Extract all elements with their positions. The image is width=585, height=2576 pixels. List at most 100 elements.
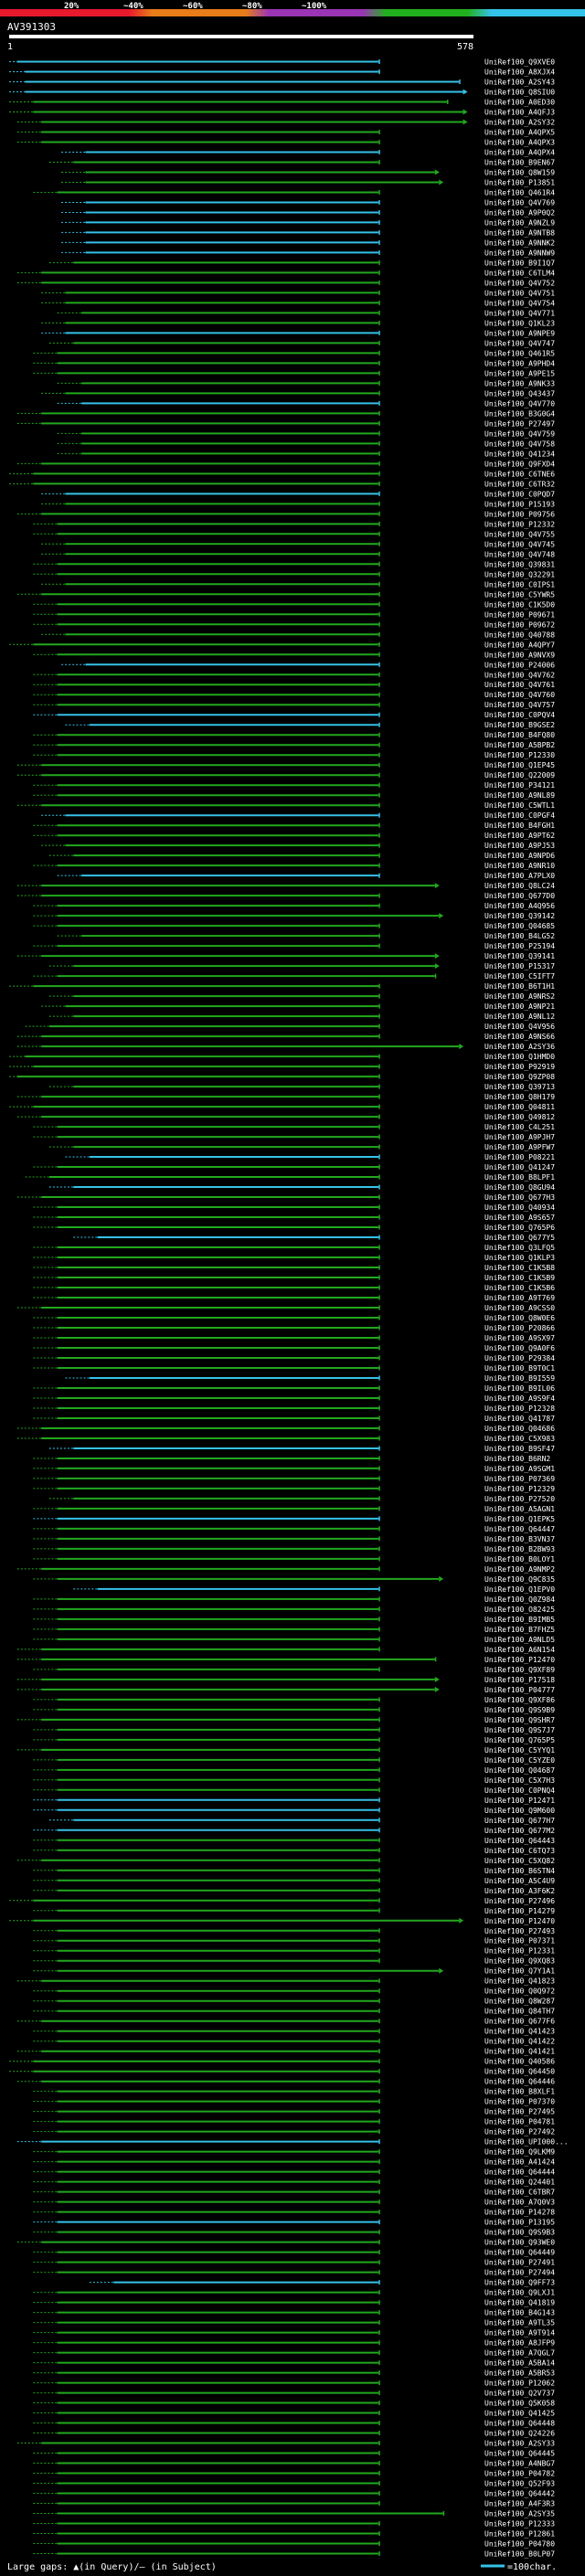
hit-label[interactable]: UniRef100_B6STN4: [484, 1867, 555, 1875]
hit-label[interactable]: UniRef100_P12333: [484, 2520, 555, 2528]
hit-label[interactable]: UniRef100_C5X7H3: [484, 1776, 555, 1785]
hit-label[interactable]: UniRef100_Q41787: [484, 1415, 555, 1423]
hit-label[interactable]: UniRef100_Q64448: [484, 2420, 555, 2428]
hit-label[interactable]: UniRef100_C0PNQ4: [484, 1786, 555, 1795]
hit-label[interactable]: UniRef100_Q39141: [484, 952, 555, 960]
hit-label[interactable]: UniRef100_A9NL89: [484, 791, 555, 800]
hit-label[interactable]: UniRef100_P09672: [484, 620, 555, 629]
hit-label[interactable]: UniRef100_P09756: [484, 510, 555, 518]
hit-label[interactable]: UniRef100_Q4V769: [484, 198, 555, 207]
hit-label[interactable]: UniRef100_A3F6K2: [484, 1887, 555, 1895]
hit-label[interactable]: UniRef100_B8XLF1: [484, 2088, 555, 2096]
hit-label[interactable]: UniRef100_P12329: [484, 1485, 555, 1493]
hit-label[interactable]: UniRef100_A2SY36: [484, 1043, 555, 1051]
hit-label[interactable]: UniRef100_A5BA14: [484, 2359, 555, 2368]
hit-label[interactable]: UniRef100_C5YYQ1: [484, 1746, 555, 1754]
hit-label[interactable]: UniRef100_Q5K058: [484, 2400, 555, 2408]
hit-label[interactable]: UniRef100_C5YZE0: [484, 1756, 555, 1765]
hit-label[interactable]: UniRef100_Q2V737: [484, 2390, 555, 2398]
hit-label[interactable]: UniRef100_P12861: [484, 2530, 555, 2539]
hit-label[interactable]: UniRef100_B9I1Q7: [484, 259, 555, 267]
hit-label[interactable]: UniRef100_B2BW93: [484, 1545, 555, 1553]
hit-label[interactable]: UniRef100_C6TLM4: [484, 269, 555, 277]
hit-label[interactable]: UniRef100_P07370: [484, 2098, 555, 2106]
hit-label[interactable]: UniRef100_Q9XQ83: [484, 1957, 555, 1966]
hit-label[interactable]: UniRef100_Q8LC24: [484, 882, 555, 890]
hit-label[interactable]: UniRef100_Q1HMD0: [484, 1053, 555, 1061]
hit-label[interactable]: UniRef100_P25194: [484, 942, 555, 950]
hit-label[interactable]: UniRef100_Q1KL23: [484, 319, 555, 327]
hit-label[interactable]: UniRef100_Q677D0: [484, 892, 555, 900]
hit-label[interactable]: UniRef100_Q41425: [484, 2410, 555, 2418]
hit-label[interactable]: UniRef100_A5AGN1: [484, 1505, 555, 1513]
hit-label[interactable]: UniRef100_P34121: [484, 781, 555, 790]
hit-label[interactable]: UniRef100_A0ED30: [484, 98, 555, 106]
hit-label[interactable]: UniRef100_Q677H7: [484, 1817, 555, 1825]
hit-label[interactable]: UniRef100_B7FHZ5: [484, 1626, 555, 1634]
hit-label[interactable]: UniRef100_Q9XF89: [484, 1666, 555, 1674]
hit-label[interactable]: UniRef100_P29384: [484, 1354, 555, 1362]
hit-label[interactable]: UniRef100_Q39713: [484, 1083, 555, 1091]
hit-label[interactable]: UniRef100_A6N154: [484, 1646, 555, 1654]
hit-label[interactable]: UniRef100_P27495: [484, 2108, 555, 2116]
hit-label[interactable]: UniRef100_C5WTL1: [484, 801, 555, 810]
hit-label[interactable]: UniRef100_A4QFJ3: [484, 108, 555, 116]
hit-label[interactable]: UniRef100_A9NLD5: [484, 1636, 555, 1644]
hit-label[interactable]: UniRef100_C0IPS1: [484, 580, 555, 588]
hit-label[interactable]: UniRef100_A2SY43: [484, 78, 555, 86]
hit-label[interactable]: UniRef100_A9PJH7: [484, 1133, 555, 1141]
hit-label[interactable]: UniRef100_C6TNE6: [484, 470, 555, 478]
hit-label[interactable]: UniRef100_Q8W159: [484, 168, 555, 176]
hit-label[interactable]: UniRef100_P13195: [484, 2219, 555, 2227]
hit-label[interactable]: UniRef100_Q1EP45: [484, 761, 555, 769]
hit-label[interactable]: UniRef100_Q9S9B9: [484, 1706, 555, 1714]
hit-label[interactable]: UniRef100_A2SY32: [484, 118, 555, 126]
hit-label[interactable]: UniRef100_Q4V754: [484, 299, 555, 307]
hit-label[interactable]: UniRef100_B9IMB5: [484, 1616, 555, 1624]
hit-label[interactable]: UniRef100_A9PJ53: [484, 842, 555, 850]
hit-label[interactable]: UniRef100_P24006: [484, 661, 555, 669]
hit-label[interactable]: UniRef100_Q9LXJ1: [484, 2289, 555, 2297]
hit-label[interactable]: UniRef100_A9NNK2: [484, 239, 555, 247]
hit-label[interactable]: UniRef100_Q49812: [484, 1113, 555, 1121]
hit-label[interactable]: UniRef100_A2SY35: [484, 2510, 555, 2518]
hit-label[interactable]: UniRef100_Q765P5: [484, 1736, 555, 1744]
hit-label[interactable]: UniRef100_Q84TH7: [484, 2008, 555, 2016]
hit-label[interactable]: UniRef100_A7QGL7: [484, 2349, 555, 2358]
hit-label[interactable]: UniRef100_C6TBR7: [484, 2189, 555, 2197]
hit-label[interactable]: UniRef100_B0LP07: [484, 2550, 555, 2559]
hit-label[interactable]: UniRef100_A9NK33: [484, 379, 555, 387]
hit-label[interactable]: UniRef100_Q1KLP3: [484, 1254, 555, 1262]
hit-label[interactable]: UniRef100_A9S657: [484, 1214, 555, 1222]
hit-label[interactable]: UniRef100_B6T1H1: [484, 982, 555, 991]
hit-label[interactable]: UniRef100_Q461R5: [484, 349, 555, 357]
hit-label[interactable]: UniRef100_Q4V752: [484, 279, 555, 287]
hit-label[interactable]: UniRef100_Q0Q972: [484, 1988, 555, 1996]
hit-label[interactable]: UniRef100_B9IL06: [484, 1384, 555, 1393]
hit-label[interactable]: UniRef100_Q9S9B3: [484, 2229, 555, 2237]
hit-label[interactable]: UniRef100_Q64443: [484, 1837, 555, 1845]
hit-label[interactable]: UniRef100_B4G143: [484, 2309, 555, 2317]
hit-label[interactable]: UniRef100_Q40586: [484, 2058, 555, 2066]
hit-label[interactable]: UniRef100_P12332: [484, 520, 555, 528]
hit-label[interactable]: UniRef100_Q64450: [484, 2068, 555, 2076]
hit-label[interactable]: UniRef100_C5YWR5: [484, 590, 555, 599]
hit-label[interactable]: UniRef100_Q24226: [484, 2430, 555, 2438]
hit-label[interactable]: UniRef100_P12470: [484, 1917, 555, 1925]
hit-label[interactable]: UniRef100_A9NL12: [484, 1012, 555, 1021]
hit-label[interactable]: UniRef100_Q4V748: [484, 550, 555, 558]
hit-label[interactable]: UniRef100_A5BR53: [484, 2369, 555, 2378]
hit-label[interactable]: UniRef100_Q39142: [484, 912, 555, 920]
hit-label[interactable]: UniRef100_Q9FXD4: [484, 460, 555, 468]
hit-label[interactable]: UniRef100_Q04686: [484, 1425, 555, 1433]
hit-label[interactable]: UniRef100_Q3LFQ5: [484, 1244, 555, 1252]
hit-label[interactable]: UniRef100_B4FGH1: [484, 822, 555, 830]
hit-label[interactable]: UniRef100_Q41823: [484, 1977, 555, 1986]
hit-label[interactable]: UniRef100_A9P0Q2: [484, 208, 555, 217]
hit-label[interactable]: UniRef100_Q4V757: [484, 701, 555, 709]
hit-label[interactable]: UniRef100_C1K5B8: [484, 1264, 555, 1272]
hit-label[interactable]: UniRef100_Q41819: [484, 2299, 555, 2307]
hit-label[interactable]: UniRef100_Q9XF86: [484, 1696, 555, 1704]
hit-label[interactable]: UniRef100_A9T914: [484, 2329, 555, 2337]
hit-label[interactable]: UniRef100_B9EN67: [484, 158, 555, 166]
